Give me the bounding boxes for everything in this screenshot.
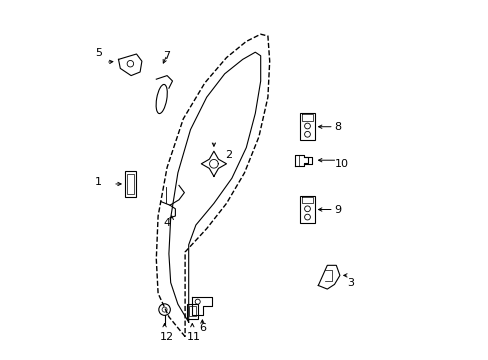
Text: 4: 4 — [163, 218, 170, 228]
Text: 8: 8 — [334, 122, 341, 132]
Text: 9: 9 — [334, 204, 341, 215]
Bar — [125, 171, 136, 197]
Bar — [300, 196, 314, 223]
Text: 1: 1 — [95, 177, 102, 187]
Text: 11: 11 — [187, 332, 201, 342]
Text: 10: 10 — [334, 159, 348, 169]
Bar — [300, 113, 314, 140]
Text: 2: 2 — [224, 150, 231, 160]
Text: 12: 12 — [160, 332, 174, 342]
Text: 5: 5 — [95, 48, 102, 58]
Bar — [127, 174, 134, 194]
Text: 6: 6 — [199, 323, 206, 333]
Text: 7: 7 — [163, 51, 170, 61]
Text: 3: 3 — [346, 278, 353, 288]
Bar — [186, 304, 197, 319]
Bar — [188, 306, 196, 316]
